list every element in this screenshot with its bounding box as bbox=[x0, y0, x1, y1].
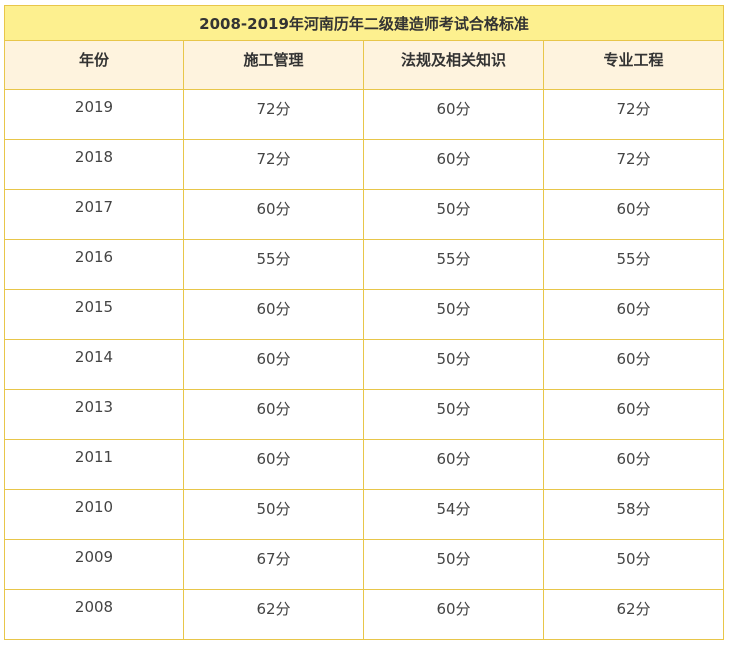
law-regulations-cell: 60分 bbox=[363, 439, 544, 490]
law-regulations-cell: 50分 bbox=[363, 289, 544, 340]
table-row: 2014 60分 50分 60分 bbox=[4, 339, 725, 390]
construction-management-cell: 55分 bbox=[183, 239, 364, 290]
law-regulations-cell: 50分 bbox=[363, 389, 544, 440]
passing-score-table: 2008-2019年河南历年二级建造师考试合格标准 年份 施工管理 法规及相关知… bbox=[3, 5, 725, 640]
law-regulations-cell: 60分 bbox=[363, 89, 544, 140]
header-law-regulations: 法规及相关知识 bbox=[363, 40, 544, 90]
professional-engineering-cell: 60分 bbox=[542, 189, 725, 240]
year-cell: 2009 bbox=[4, 539, 184, 590]
year-cell: 2013 bbox=[4, 389, 184, 440]
table-row: 2015 60分 50分 60分 bbox=[4, 289, 725, 340]
professional-engineering-cell: 50分 bbox=[542, 539, 725, 590]
professional-engineering-cell: 60分 bbox=[542, 339, 725, 390]
header-year: 年份 bbox=[4, 40, 184, 90]
year-cell: 2010 bbox=[4, 489, 184, 540]
table-body: 2019 72分 60分 72分 2018 72分 60分 72分 2017 60分 50分 60分 2… bbox=[4, 89, 725, 640]
table-row: 2011 60分 60分 60分 bbox=[4, 439, 725, 490]
professional-engineering-cell: 72分 bbox=[542, 139, 725, 190]
construction-management-cell: 50分 bbox=[183, 489, 364, 540]
year-cell: 2016 bbox=[4, 239, 184, 290]
law-regulations-cell: 50分 bbox=[363, 189, 544, 240]
law-regulations-cell: 50分 bbox=[363, 339, 544, 390]
law-regulations-cell: 55分 bbox=[363, 239, 544, 290]
professional-engineering-cell: 62分 bbox=[542, 589, 725, 640]
header-professional-engineering: 专业工程 bbox=[542, 40, 725, 90]
table-row: 2009 67分 50分 50分 bbox=[4, 539, 725, 590]
year-cell: 2018 bbox=[4, 139, 184, 190]
table-header-row: 年份 施工管理 法规及相关知识 专业工程 bbox=[4, 40, 725, 90]
professional-engineering-cell: 58分 bbox=[542, 489, 725, 540]
professional-engineering-cell: 60分 bbox=[542, 389, 725, 440]
year-cell: 2011 bbox=[4, 439, 184, 490]
professional-engineering-cell: 72分 bbox=[542, 89, 725, 140]
table-title: 2008-2019年河南历年二级建造师考试合格标准 bbox=[3, 5, 725, 41]
header-construction-management: 施工管理 bbox=[183, 40, 364, 90]
law-regulations-cell: 50分 bbox=[363, 539, 544, 590]
construction-management-cell: 60分 bbox=[183, 439, 364, 490]
table-row: 2019 72分 60分 72分 bbox=[4, 89, 725, 140]
table-row: 2013 60分 50分 60分 bbox=[4, 389, 725, 440]
construction-management-cell: 62分 bbox=[183, 589, 364, 640]
construction-management-cell: 72分 bbox=[183, 139, 364, 190]
score-table-container: 2008-2019年河南历年二级建造师考试合格标准 年份 施工管理 法规及相关知… bbox=[3, 5, 725, 640]
professional-engineering-cell: 60分 bbox=[542, 289, 725, 340]
professional-engineering-cell: 55分 bbox=[542, 239, 725, 290]
construction-management-cell: 60分 bbox=[183, 289, 364, 340]
construction-management-cell: 67分 bbox=[183, 539, 364, 590]
table-title-row: 2008-2019年河南历年二级建造师考试合格标准 bbox=[3, 5, 725, 41]
construction-management-cell: 60分 bbox=[183, 389, 364, 440]
year-cell: 2017 bbox=[4, 189, 184, 240]
year-cell: 2014 bbox=[4, 339, 184, 390]
table-row: 2008 62分 60分 62分 bbox=[4, 589, 725, 640]
year-cell: 2008 bbox=[4, 589, 184, 640]
table-row: 2017 60分 50分 60分 bbox=[4, 189, 725, 240]
law-regulations-cell: 54分 bbox=[363, 489, 544, 540]
construction-management-cell: 60分 bbox=[183, 189, 364, 240]
law-regulations-cell: 60分 bbox=[363, 139, 544, 190]
construction-management-cell: 72分 bbox=[183, 89, 364, 140]
table-row: 2010 50分 54分 58分 bbox=[4, 489, 725, 540]
professional-engineering-cell: 60分 bbox=[542, 439, 725, 490]
table-row: 2016 55分 55分 55分 bbox=[4, 239, 725, 290]
table-row: 2018 72分 60分 72分 bbox=[4, 139, 725, 190]
law-regulations-cell: 60分 bbox=[363, 589, 544, 640]
construction-management-cell: 60分 bbox=[183, 339, 364, 390]
year-cell: 2015 bbox=[4, 289, 184, 340]
year-cell: 2019 bbox=[4, 89, 184, 140]
